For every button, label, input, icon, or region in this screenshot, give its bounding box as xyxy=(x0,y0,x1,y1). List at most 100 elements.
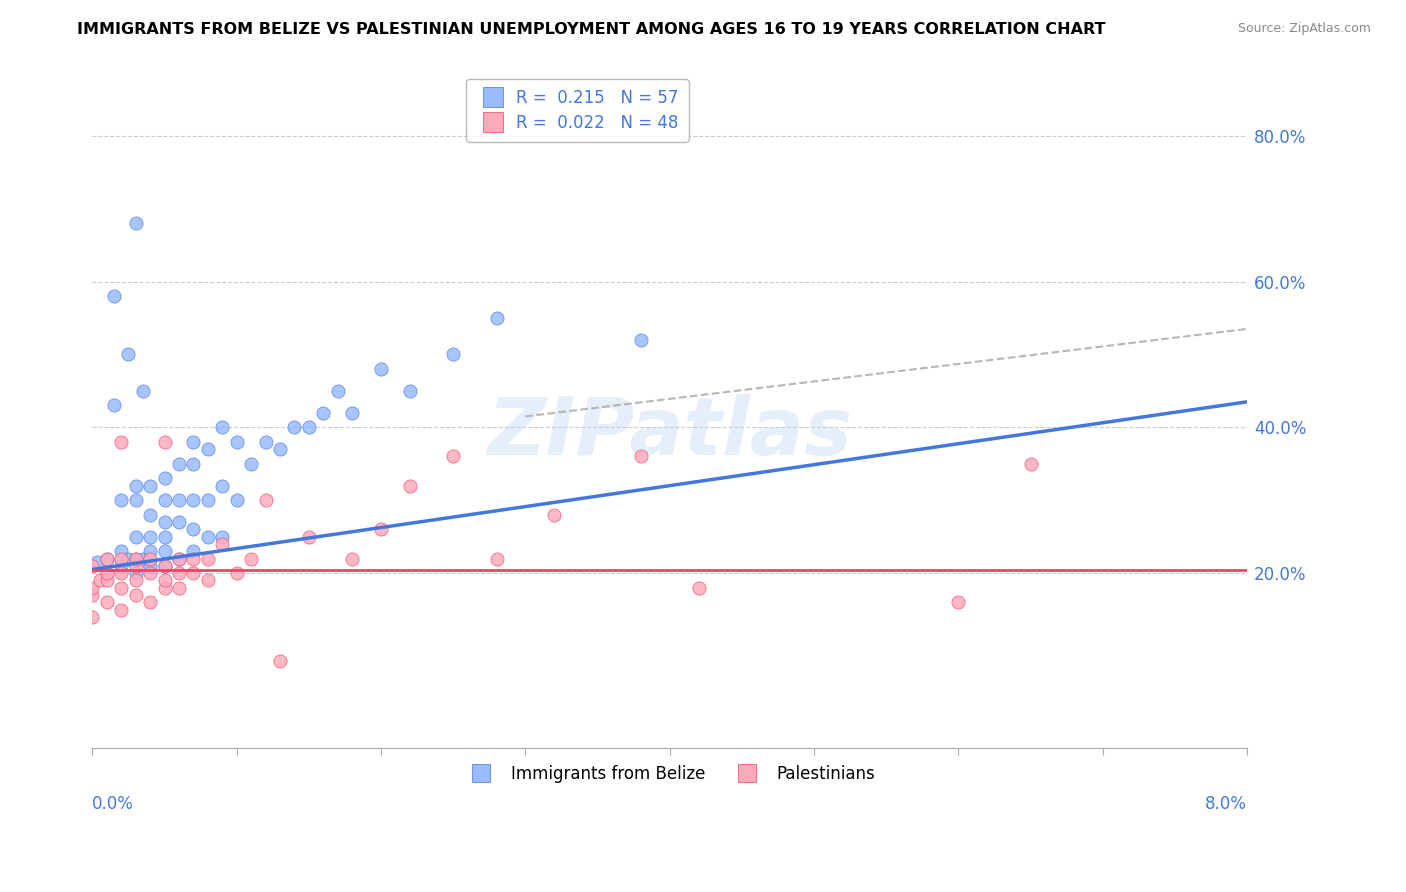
Point xyxy=(153,434,176,449)
Point xyxy=(124,558,146,573)
Point xyxy=(167,581,190,595)
Point xyxy=(153,493,176,508)
Point xyxy=(82,610,104,624)
Point xyxy=(110,493,132,508)
Point xyxy=(399,478,422,492)
Point xyxy=(630,450,652,464)
Point xyxy=(183,457,205,471)
Point xyxy=(153,558,176,573)
Point xyxy=(132,384,155,398)
Point xyxy=(132,551,155,566)
Point xyxy=(370,522,392,536)
Point xyxy=(254,434,277,449)
Point xyxy=(124,588,146,602)
Point xyxy=(183,544,205,558)
Point xyxy=(225,493,247,508)
Point xyxy=(485,310,508,325)
Point xyxy=(225,566,247,580)
Text: ZIPatlas: ZIPatlas xyxy=(488,394,852,472)
Point xyxy=(117,551,139,566)
Point xyxy=(197,574,219,588)
Point xyxy=(197,530,219,544)
Point xyxy=(153,574,176,588)
Point xyxy=(183,522,205,536)
Point xyxy=(96,551,118,566)
Point xyxy=(124,551,146,566)
Point xyxy=(103,399,125,413)
Point xyxy=(326,384,349,398)
Point xyxy=(1019,457,1042,471)
Point xyxy=(117,347,139,361)
Point xyxy=(153,544,176,558)
Point xyxy=(183,493,205,508)
Point xyxy=(240,457,263,471)
Point xyxy=(110,602,132,616)
Text: Source: ZipAtlas.com: Source: ZipAtlas.com xyxy=(1237,22,1371,36)
Point xyxy=(370,362,392,376)
Point xyxy=(96,566,118,580)
Point xyxy=(124,574,146,588)
Point xyxy=(103,289,125,303)
Point xyxy=(139,595,162,609)
Point xyxy=(139,530,162,544)
Point xyxy=(153,530,176,544)
Point xyxy=(183,566,205,580)
Point xyxy=(254,493,277,508)
Point xyxy=(153,515,176,529)
Point xyxy=(269,654,291,668)
Point xyxy=(96,595,118,609)
Point xyxy=(139,551,162,566)
Point xyxy=(96,551,118,566)
Point xyxy=(139,544,162,558)
Point xyxy=(183,434,205,449)
Point xyxy=(110,581,132,595)
Point xyxy=(269,442,291,457)
Point xyxy=(197,551,219,566)
Point xyxy=(96,574,118,588)
Point xyxy=(211,530,233,544)
Point xyxy=(211,478,233,492)
Point xyxy=(124,566,146,580)
Point xyxy=(283,420,305,434)
Text: 8.0%: 8.0% xyxy=(1205,796,1247,814)
Point xyxy=(240,551,263,566)
Point xyxy=(211,420,233,434)
Point xyxy=(441,347,464,361)
Point xyxy=(110,434,132,449)
Point xyxy=(110,551,132,566)
Point xyxy=(153,581,176,595)
Point xyxy=(630,333,652,347)
Point xyxy=(110,558,132,573)
Point xyxy=(197,442,219,457)
Point xyxy=(167,493,190,508)
Point xyxy=(340,551,363,566)
Point xyxy=(110,544,132,558)
Point xyxy=(139,478,162,492)
Point xyxy=(153,558,176,573)
Point xyxy=(167,551,190,566)
Legend: Immigrants from Belize, Palestinians: Immigrants from Belize, Palestinians xyxy=(457,759,882,790)
Point xyxy=(153,471,176,485)
Point xyxy=(485,551,508,566)
Point xyxy=(124,216,146,230)
Text: IMMIGRANTS FROM BELIZE VS PALESTINIAN UNEMPLOYMENT AMONG AGES 16 TO 19 YEARS COR: IMMIGRANTS FROM BELIZE VS PALESTINIAN UN… xyxy=(77,22,1107,37)
Point xyxy=(298,420,321,434)
Point xyxy=(82,558,104,573)
Point xyxy=(167,457,190,471)
Point xyxy=(124,478,146,492)
Point xyxy=(82,588,104,602)
Point xyxy=(225,434,247,449)
Point xyxy=(340,406,363,420)
Point xyxy=(167,551,190,566)
Point xyxy=(139,508,162,522)
Point xyxy=(441,450,464,464)
Point xyxy=(82,581,104,595)
Point xyxy=(197,493,219,508)
Point xyxy=(139,558,162,573)
Point xyxy=(167,515,190,529)
Point xyxy=(124,551,146,566)
Point xyxy=(86,555,108,569)
Point xyxy=(139,566,162,580)
Point xyxy=(167,566,190,580)
Point xyxy=(543,508,565,522)
